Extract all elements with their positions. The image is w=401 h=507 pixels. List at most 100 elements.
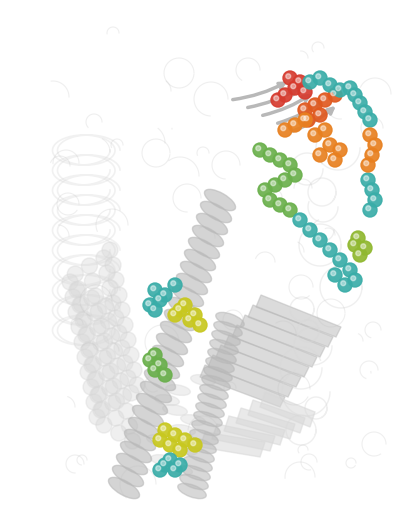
Circle shape <box>335 146 340 151</box>
Ellipse shape <box>205 357 234 373</box>
Circle shape <box>325 81 330 86</box>
Circle shape <box>185 316 190 321</box>
Circle shape <box>320 126 325 131</box>
Circle shape <box>112 373 128 389</box>
Circle shape <box>67 266 83 282</box>
Circle shape <box>72 297 88 313</box>
Circle shape <box>287 118 301 132</box>
Ellipse shape <box>207 348 236 364</box>
Circle shape <box>88 371 104 387</box>
Circle shape <box>85 356 101 372</box>
Circle shape <box>168 278 182 292</box>
Circle shape <box>362 128 376 142</box>
Circle shape <box>150 286 155 291</box>
Circle shape <box>330 91 335 96</box>
Circle shape <box>282 71 296 85</box>
Circle shape <box>272 198 286 212</box>
Circle shape <box>280 91 285 96</box>
Ellipse shape <box>197 393 226 409</box>
Circle shape <box>257 183 271 197</box>
Circle shape <box>340 281 345 286</box>
Circle shape <box>325 246 330 250</box>
Circle shape <box>102 363 118 379</box>
Circle shape <box>332 83 346 97</box>
Ellipse shape <box>116 453 147 475</box>
Circle shape <box>73 296 89 312</box>
Circle shape <box>195 321 200 325</box>
Ellipse shape <box>196 213 227 235</box>
Ellipse shape <box>180 415 205 425</box>
Circle shape <box>332 143 346 157</box>
Circle shape <box>170 431 175 436</box>
Ellipse shape <box>195 403 224 418</box>
Circle shape <box>300 88 305 93</box>
Circle shape <box>175 306 180 311</box>
Circle shape <box>115 388 131 404</box>
Circle shape <box>148 363 162 377</box>
Circle shape <box>363 176 368 180</box>
Circle shape <box>99 265 115 281</box>
Circle shape <box>295 78 300 83</box>
Ellipse shape <box>180 261 211 282</box>
Ellipse shape <box>165 385 190 395</box>
Circle shape <box>150 366 155 371</box>
Circle shape <box>120 332 136 348</box>
Circle shape <box>315 111 320 116</box>
Circle shape <box>113 340 130 356</box>
Circle shape <box>96 250 111 266</box>
Circle shape <box>89 320 105 336</box>
Circle shape <box>153 433 166 447</box>
Circle shape <box>190 441 195 446</box>
Circle shape <box>170 281 175 286</box>
Circle shape <box>327 153 341 167</box>
Circle shape <box>337 278 351 292</box>
Circle shape <box>102 242 118 258</box>
Circle shape <box>100 313 116 329</box>
Circle shape <box>81 258 97 274</box>
Circle shape <box>342 263 356 277</box>
Circle shape <box>310 101 315 105</box>
Circle shape <box>96 333 112 349</box>
Circle shape <box>307 128 321 142</box>
Circle shape <box>117 317 133 333</box>
Circle shape <box>352 96 366 110</box>
Circle shape <box>260 186 265 191</box>
Circle shape <box>172 443 186 457</box>
Circle shape <box>330 156 335 161</box>
Polygon shape <box>247 400 304 433</box>
Ellipse shape <box>203 367 232 382</box>
Circle shape <box>168 308 182 322</box>
Circle shape <box>94 401 110 417</box>
Circle shape <box>277 123 291 137</box>
Circle shape <box>365 206 370 211</box>
Circle shape <box>360 173 374 187</box>
Circle shape <box>118 403 134 419</box>
Circle shape <box>158 423 172 437</box>
Circle shape <box>71 319 87 335</box>
Circle shape <box>102 280 117 296</box>
Circle shape <box>121 418 137 434</box>
Circle shape <box>84 357 100 373</box>
Circle shape <box>322 138 336 152</box>
Circle shape <box>307 98 321 112</box>
Ellipse shape <box>204 189 235 210</box>
Ellipse shape <box>176 273 207 295</box>
Circle shape <box>350 276 355 281</box>
Circle shape <box>287 168 301 182</box>
Ellipse shape <box>179 475 208 490</box>
Circle shape <box>335 86 340 91</box>
Circle shape <box>165 441 170 446</box>
Circle shape <box>270 181 275 186</box>
Circle shape <box>87 288 103 304</box>
Circle shape <box>300 116 305 121</box>
Ellipse shape <box>154 394 179 406</box>
Polygon shape <box>259 392 314 427</box>
Circle shape <box>297 113 311 127</box>
Circle shape <box>172 458 186 472</box>
Circle shape <box>108 393 124 409</box>
Circle shape <box>367 186 372 191</box>
Circle shape <box>160 426 165 431</box>
Ellipse shape <box>144 370 175 391</box>
Ellipse shape <box>190 375 215 385</box>
Circle shape <box>363 161 368 166</box>
